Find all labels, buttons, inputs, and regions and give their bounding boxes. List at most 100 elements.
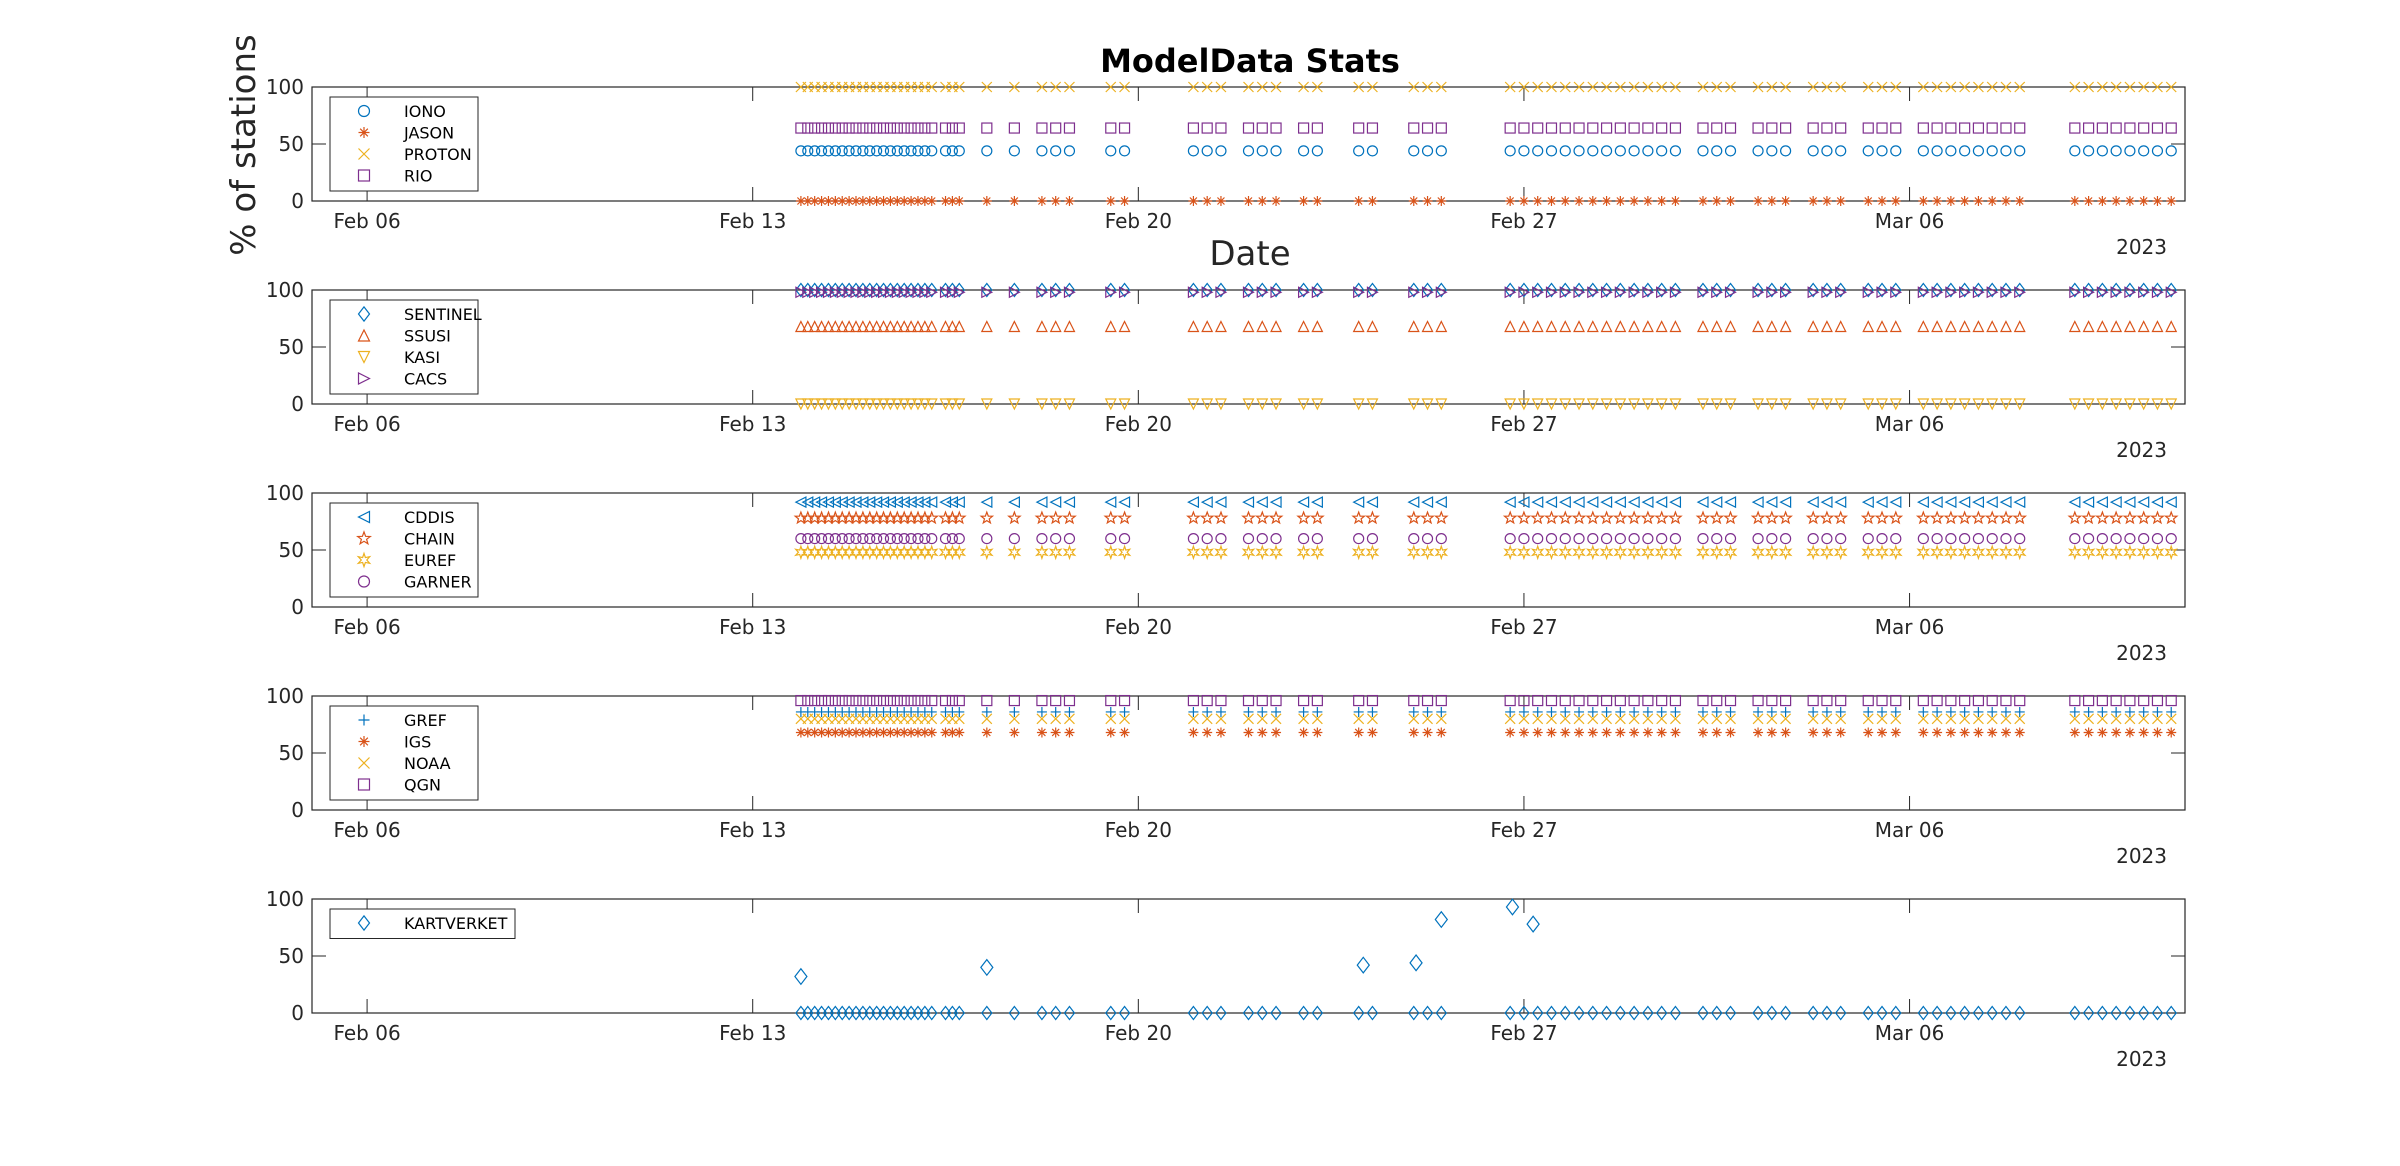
- data-point: [850, 320, 862, 333]
- data-point: [1587, 706, 1598, 717]
- data-point: [1863, 706, 1874, 717]
- data-point: [2152, 81, 2163, 93]
- data-point: [2152, 706, 2163, 717]
- data-point: [816, 727, 827, 738]
- data-point: [1270, 713, 1282, 725]
- data-point: [1972, 398, 1985, 411]
- data-point: [1821, 532, 1833, 545]
- data-point: [856, 320, 869, 333]
- data-point: [1750, 510, 1766, 525]
- data-point: [1435, 145, 1447, 157]
- data-point: [884, 145, 897, 157]
- data-point: [1187, 496, 1200, 509]
- data-point: [2138, 727, 2149, 738]
- data-point: [822, 320, 835, 333]
- data-point: [1628, 694, 1640, 707]
- data-point: [850, 727, 861, 738]
- data-point: [2151, 286, 2164, 299]
- data-point: [1931, 398, 1944, 411]
- data-point: [1256, 81, 1268, 93]
- data-point: [1366, 398, 1379, 411]
- data-point: [1587, 196, 1598, 206]
- data-point: [1807, 81, 1819, 93]
- data-point: [1201, 286, 1214, 299]
- data-point: [802, 122, 814, 134]
- data-point: [794, 496, 807, 509]
- data-point: [1724, 398, 1737, 411]
- data-point: [2151, 320, 2164, 333]
- data-point: [1531, 496, 1544, 509]
- data-point: [1215, 532, 1227, 545]
- data-point: [795, 694, 807, 707]
- legend-label-garner: GARNER: [404, 573, 472, 592]
- data-point: [891, 694, 903, 707]
- data-point: [1751, 496, 1764, 509]
- data-point: [1723, 544, 1738, 561]
- legend-label-kartverket: KARTVERKET: [404, 914, 508, 933]
- series-kasi: [794, 398, 2178, 411]
- data-point: [1421, 1005, 1434, 1021]
- data-point: [1861, 544, 1876, 561]
- data-point: [1723, 510, 1738, 525]
- data-point: [1367, 196, 1378, 206]
- data-point: [939, 532, 952, 545]
- data-point: [919, 532, 931, 545]
- y-tick-label: 0: [291, 189, 304, 213]
- data-point: [1669, 532, 1682, 545]
- data-point: [1119, 196, 1130, 206]
- data-point: [926, 286, 939, 299]
- data-point: [925, 398, 938, 411]
- data-point: [2069, 713, 2081, 725]
- data-point: [871, 145, 883, 157]
- data-point: [809, 122, 821, 134]
- data-point: [822, 145, 835, 157]
- data-point: [1710, 1005, 1723, 1021]
- data-point: [2082, 496, 2095, 509]
- legend-label-iono: IONO: [404, 102, 446, 121]
- data-point: [1932, 196, 1943, 206]
- data-point: [1215, 81, 1227, 93]
- data-point: [1808, 196, 1819, 206]
- data-point: [864, 286, 877, 299]
- legend-label-qgn: QGN: [404, 776, 441, 795]
- data-point: [2138, 122, 2150, 134]
- data-point: [2110, 1005, 2122, 1021]
- data-point: [1118, 320, 1131, 333]
- series-jason: [795, 196, 2177, 206]
- data-point: [2014, 694, 2026, 707]
- data-point: [919, 196, 930, 206]
- data-point: [1573, 145, 1585, 157]
- data-point: [2014, 122, 2026, 134]
- data-point: [1351, 544, 1366, 561]
- data-point: [1600, 320, 1613, 333]
- legend-label-rio: RIO: [404, 167, 432, 186]
- data-point: [1654, 510, 1670, 525]
- data-point: [1270, 694, 1282, 707]
- data-point: [1986, 532, 1998, 545]
- data-point: [2097, 196, 2108, 206]
- data-point: [829, 694, 841, 707]
- data-point: [843, 398, 856, 411]
- y-axis-label: % of stations: [224, 34, 264, 255]
- data-point: [1104, 496, 1117, 509]
- data-point: [1546, 706, 1557, 717]
- data-point: [843, 145, 855, 157]
- data-point: [1821, 1005, 1833, 1021]
- data-point: [2000, 713, 2012, 725]
- legend-label-cacs: CACS: [404, 370, 447, 389]
- data-point: [871, 196, 882, 206]
- data-point: [1860, 510, 1876, 525]
- data-point: [1187, 694, 1200, 707]
- data-point: [844, 727, 855, 738]
- data-point: [1352, 320, 1365, 333]
- data-point: [1573, 398, 1586, 411]
- data-point: [940, 196, 951, 206]
- data-point: [1434, 496, 1447, 509]
- data-point: [981, 694, 993, 707]
- data-point: [1269, 496, 1282, 509]
- data-point: [2069, 196, 2080, 206]
- data-point: [1435, 320, 1448, 333]
- data-point: [1118, 145, 1131, 157]
- figure-title: ModelData Stats: [1100, 42, 1400, 80]
- data-point: [1256, 398, 1269, 411]
